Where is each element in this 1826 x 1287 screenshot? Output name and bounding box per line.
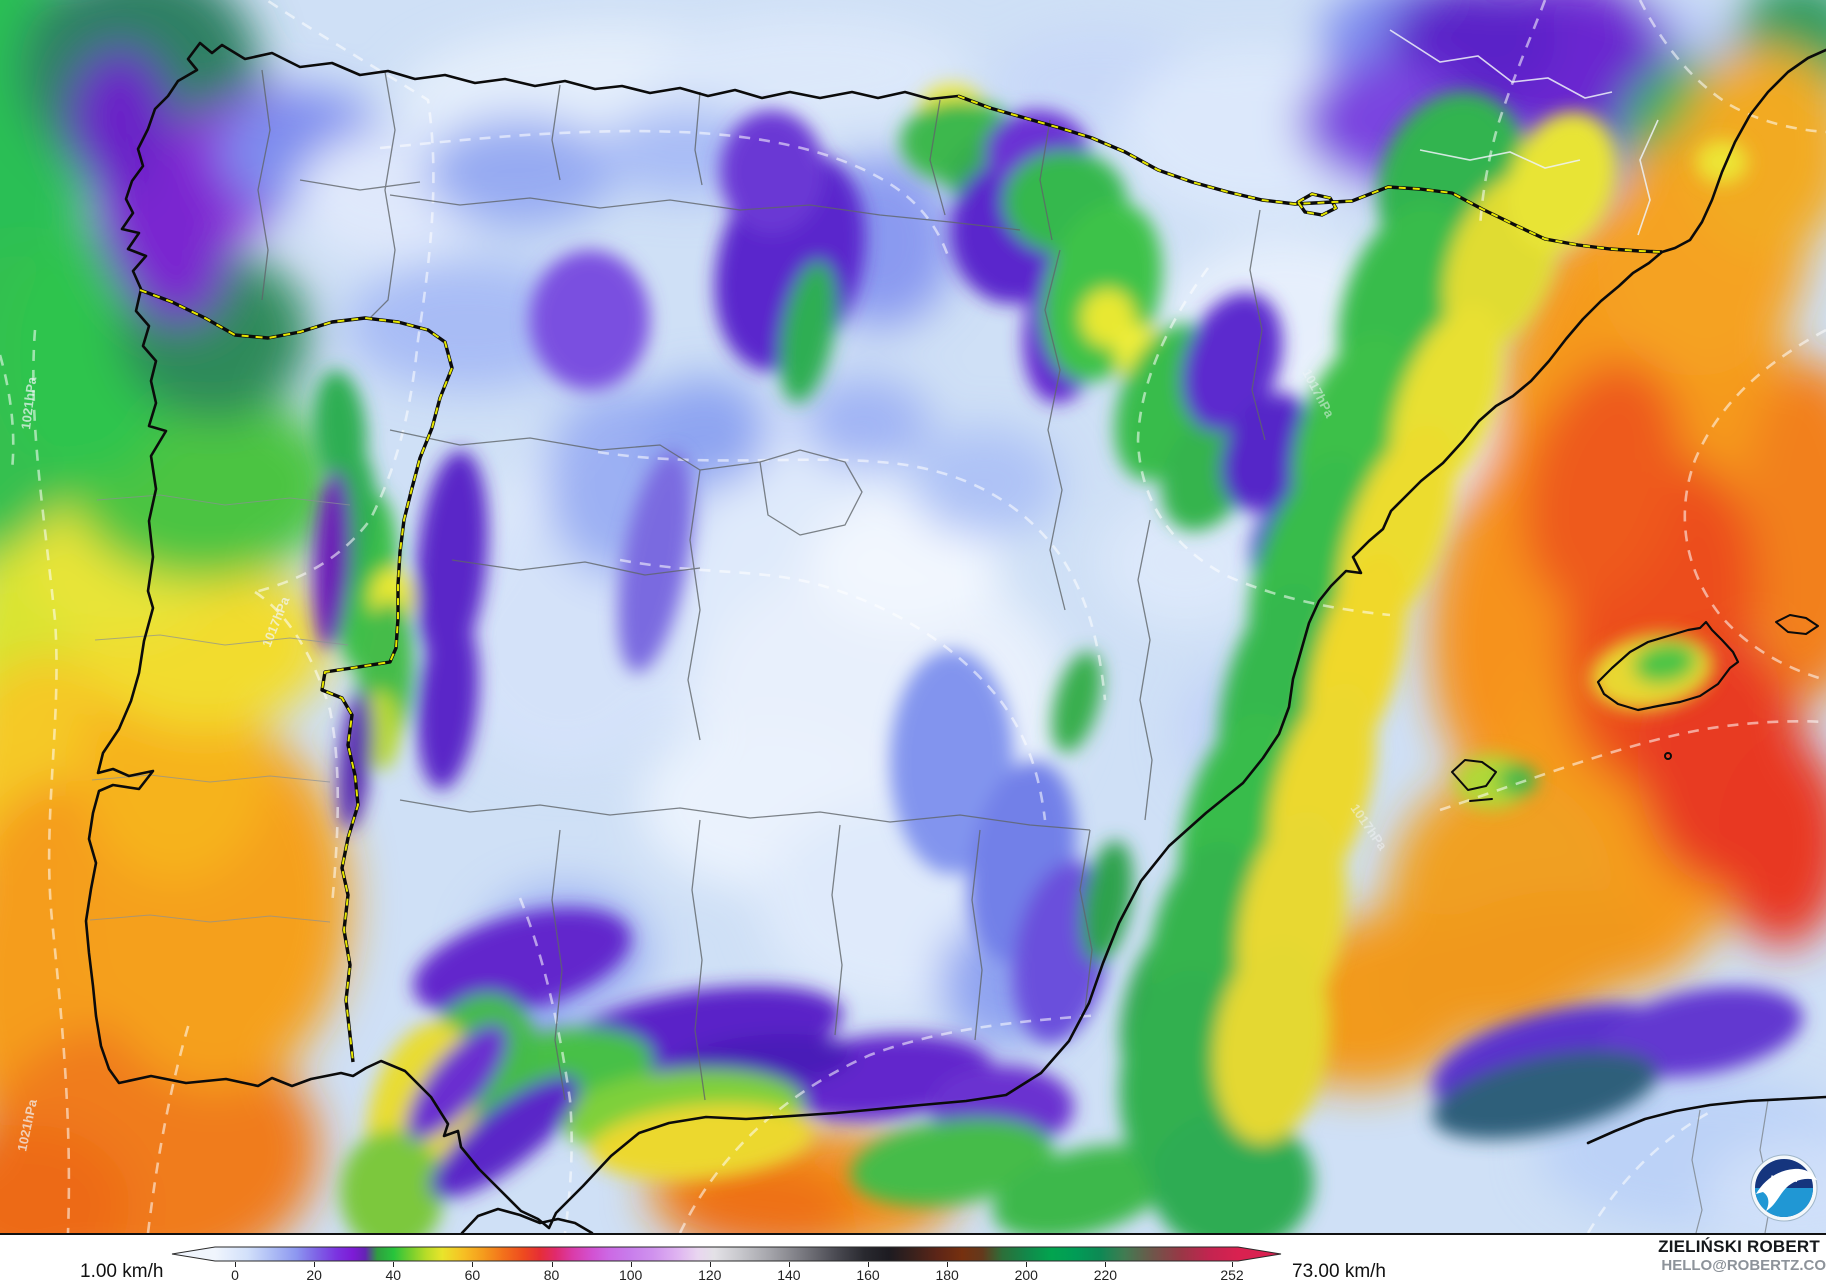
legend-tick-label: 180: [935, 1267, 959, 1283]
noaa-seagull-icon: [1756, 1168, 1817, 1211]
legend-tick-label: 20: [306, 1267, 322, 1283]
wind-field-broad: [0, 0, 1826, 1233]
legend-max-value: 73.00 km/h: [1292, 1261, 1386, 1282]
attribution-author: ZIELIŃSKI ROBERT: [1658, 1237, 1820, 1256]
legend-min-value: 1.00 km/h: [80, 1261, 164, 1282]
legend-tick: [709, 1262, 711, 1267]
country-borders: [139, 94, 1663, 1063]
legend-tick-label: 252: [1220, 1267, 1244, 1283]
coastline-algeria: [1586, 1095, 1826, 1145]
isobar-lines: [0, 0, 1826, 1233]
noaa-logo-text: NOAA: [1771, 1174, 1798, 1184]
legend-tick: [1105, 1262, 1107, 1267]
wind-field-detail: [313, 84, 1803, 1233]
legend-tick: [1232, 1262, 1233, 1267]
admin-borders-france: [1389, 29, 1659, 236]
legend-tick-label: 200: [1014, 1267, 1038, 1283]
legend-tick-label: 40: [385, 1267, 402, 1283]
legend-tick: [788, 1262, 790, 1267]
legend-tick: [551, 1262, 553, 1267]
legend-strip: 1.00 km/h 0 20 40 60 80 100 120 140 160 180 200 220…: [0, 1233, 1826, 1287]
island-menorca: [1775, 614, 1819, 635]
wind-speed-map: 1021hPa 1021hPa 1017hPa 1017hPa 1017hPa: [0, 0, 1826, 1233]
coastline-morocco: [460, 1207, 594, 1233]
isobar-label: 1021hPa: [18, 375, 39, 430]
legend-tick-label: 60: [464, 1267, 481, 1283]
noaa-logo: NOAA: [1750, 1154, 1818, 1222]
island-mallorca: [1596, 620, 1740, 712]
legend-tick: [314, 1262, 316, 1267]
legend-tick: [393, 1262, 395, 1267]
coastline-iberia: [84, 41, 1664, 1230]
legend-tick-label: 80: [543, 1267, 560, 1283]
legend-tick: [1026, 1262, 1028, 1267]
island-cabrera: [1664, 752, 1672, 760]
legend-tick: [630, 1262, 632, 1267]
legend-tick-label: 120: [698, 1267, 722, 1283]
legend-tick-label: 140: [777, 1267, 801, 1283]
attribution-contact: HELLO@ROBERTZ.CO: [1661, 1257, 1826, 1274]
legend-tick: [947, 1262, 949, 1267]
legend-tick-label: 160: [856, 1267, 880, 1283]
legend-tick-label: 100: [618, 1267, 643, 1283]
legend-tick-label: 0: [231, 1267, 239, 1283]
colorbar-arrow-left: [172, 1247, 215, 1261]
legend-tick: [472, 1262, 474, 1267]
colorbar-gradient: [215, 1247, 1238, 1261]
legend-tick: [868, 1262, 870, 1267]
admin-borders-spain: [257, 69, 1266, 1101]
legend-tick: [235, 1262, 236, 1267]
coastline-france: [1660, 48, 1826, 254]
island-ibiza: [1451, 759, 1497, 791]
legend-tick-label: 220: [1093, 1267, 1118, 1283]
colorbar-arrow-right: [1238, 1247, 1281, 1261]
island-formentera: [1469, 798, 1493, 802]
colorbar: [171, 1246, 1282, 1262]
